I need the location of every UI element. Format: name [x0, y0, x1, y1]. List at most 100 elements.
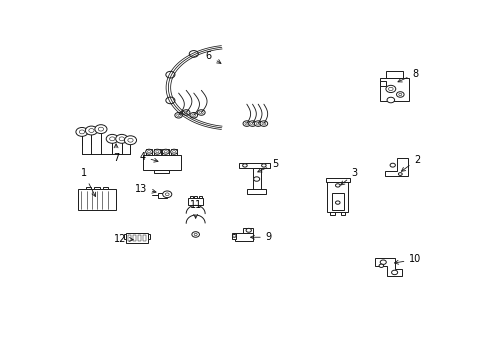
- Bar: [198, 196, 202, 198]
- Bar: [189, 196, 192, 198]
- Bar: [154, 149, 161, 155]
- Text: 2: 2: [401, 155, 420, 171]
- Bar: [142, 235, 145, 240]
- Circle shape: [398, 173, 401, 175]
- Circle shape: [194, 233, 197, 235]
- Text: 13: 13: [134, 184, 156, 194]
- Circle shape: [248, 121, 256, 126]
- Circle shape: [165, 97, 175, 104]
- Circle shape: [127, 138, 133, 142]
- Circle shape: [172, 150, 175, 153]
- Circle shape: [116, 134, 127, 143]
- Circle shape: [243, 121, 250, 126]
- Text: 12: 12: [113, 234, 133, 244]
- Circle shape: [124, 136, 136, 145]
- Text: 4: 4: [139, 152, 158, 162]
- Text: 5: 5: [257, 159, 278, 172]
- Bar: [162, 149, 169, 155]
- Bar: [194, 196, 197, 198]
- Bar: [154, 170, 169, 174]
- Bar: [123, 234, 125, 239]
- Circle shape: [335, 201, 339, 204]
- Circle shape: [156, 150, 159, 153]
- Circle shape: [256, 122, 260, 125]
- Circle shape: [109, 137, 115, 141]
- Circle shape: [170, 149, 177, 154]
- Circle shape: [154, 149, 161, 154]
- Circle shape: [388, 87, 392, 91]
- Circle shape: [147, 150, 150, 153]
- Bar: [188, 198, 203, 205]
- Bar: [86, 187, 91, 189]
- Circle shape: [184, 111, 188, 114]
- Circle shape: [176, 114, 180, 117]
- Circle shape: [106, 134, 118, 143]
- Circle shape: [98, 127, 103, 131]
- Circle shape: [253, 177, 259, 181]
- Bar: [125, 233, 148, 243]
- Text: 8: 8: [397, 69, 418, 82]
- Bar: [325, 179, 349, 182]
- Bar: [331, 193, 343, 210]
- Bar: [380, 78, 408, 102]
- Bar: [158, 193, 167, 198]
- Circle shape: [175, 112, 182, 118]
- Bar: [329, 212, 334, 215]
- Circle shape: [119, 137, 124, 141]
- Bar: [142, 155, 180, 170]
- Bar: [78, 189, 116, 210]
- Bar: [138, 235, 141, 240]
- Circle shape: [245, 228, 251, 232]
- Circle shape: [191, 232, 199, 237]
- Circle shape: [262, 122, 265, 125]
- Circle shape: [335, 184, 339, 187]
- Circle shape: [85, 126, 97, 135]
- Bar: [235, 233, 252, 242]
- Polygon shape: [385, 158, 407, 176]
- Circle shape: [76, 127, 88, 136]
- Bar: [340, 212, 345, 215]
- Circle shape: [165, 193, 169, 196]
- Text: 6: 6: [205, 51, 221, 63]
- Bar: [94, 187, 100, 189]
- Circle shape: [254, 121, 262, 126]
- Circle shape: [163, 191, 171, 198]
- Bar: [232, 233, 236, 239]
- Circle shape: [197, 110, 205, 115]
- Circle shape: [389, 163, 395, 167]
- Bar: [132, 235, 136, 240]
- Circle shape: [391, 270, 397, 275]
- Circle shape: [386, 97, 394, 103]
- Circle shape: [79, 130, 84, 134]
- Bar: [239, 163, 269, 168]
- Polygon shape: [374, 258, 401, 276]
- Bar: [170, 149, 177, 155]
- Circle shape: [242, 164, 247, 167]
- Bar: [252, 168, 260, 190]
- Text: 3: 3: [340, 168, 357, 185]
- Circle shape: [232, 234, 236, 237]
- Bar: [380, 81, 385, 86]
- Circle shape: [165, 71, 175, 78]
- Circle shape: [380, 260, 386, 264]
- Text: 10: 10: [394, 255, 421, 264]
- Circle shape: [191, 114, 195, 117]
- Circle shape: [385, 85, 395, 93]
- Bar: [102, 187, 108, 189]
- Circle shape: [95, 125, 107, 134]
- Bar: [127, 235, 131, 240]
- Circle shape: [164, 150, 167, 153]
- Circle shape: [189, 51, 198, 57]
- Bar: [386, 72, 402, 78]
- Circle shape: [189, 112, 197, 118]
- Circle shape: [182, 110, 189, 115]
- Circle shape: [398, 93, 401, 96]
- Bar: [246, 189, 265, 194]
- Bar: [145, 149, 152, 155]
- Text: 7: 7: [113, 144, 119, 163]
- Circle shape: [199, 111, 203, 114]
- Circle shape: [250, 122, 254, 125]
- Circle shape: [145, 149, 152, 154]
- Text: 11: 11: [189, 201, 202, 218]
- Circle shape: [244, 122, 248, 125]
